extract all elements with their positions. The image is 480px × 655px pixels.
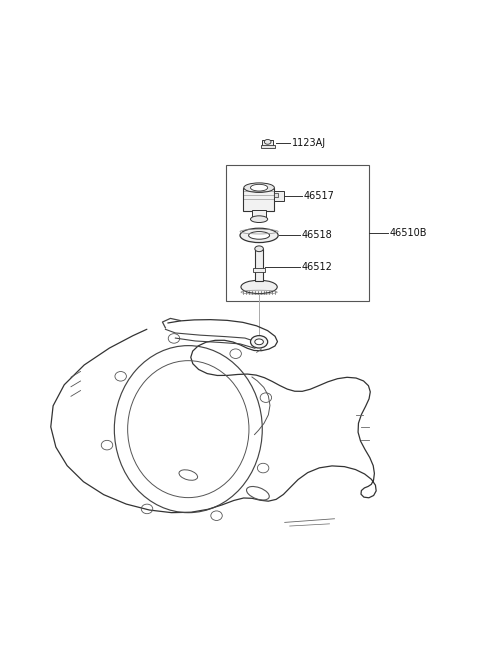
Ellipse shape (251, 335, 268, 348)
Bar (253, 268, 265, 272)
Text: 46517: 46517 (303, 191, 335, 201)
Bar (226, 165, 369, 301)
Bar (252, 210, 266, 219)
Bar (255, 249, 264, 281)
Ellipse shape (241, 280, 277, 293)
Bar (261, 145, 275, 148)
Text: 46518: 46518 (301, 231, 332, 240)
Ellipse shape (264, 140, 271, 144)
Bar (275, 193, 278, 197)
Text: 46512: 46512 (301, 262, 332, 272)
Ellipse shape (249, 232, 270, 239)
Ellipse shape (240, 228, 278, 242)
Ellipse shape (251, 216, 268, 223)
Ellipse shape (244, 183, 275, 193)
Ellipse shape (255, 339, 264, 345)
Bar (263, 140, 273, 146)
Bar (243, 188, 275, 210)
Text: 46510B: 46510B (389, 228, 427, 238)
Ellipse shape (251, 184, 268, 191)
Ellipse shape (255, 246, 264, 252)
Bar (275, 191, 284, 201)
Text: 1123AJ: 1123AJ (291, 138, 325, 148)
